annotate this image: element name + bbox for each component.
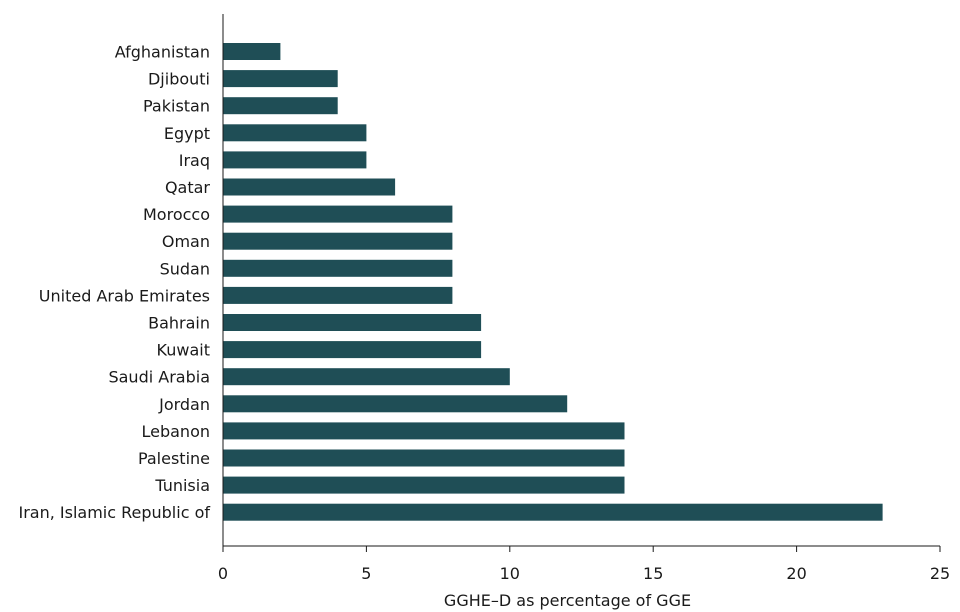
x-tick-label: 25 — [930, 564, 950, 583]
category-label: Sudan — [160, 259, 210, 278]
bar-sudan — [223, 259, 453, 277]
bar-bahrain — [223, 314, 482, 331]
bar-iran-islamic-republic-of — [223, 503, 883, 521]
bar-jordan — [223, 395, 568, 413]
x-axis-ticks: 0 5 10 15 20 25 — [218, 546, 950, 583]
bar-morocco — [223, 205, 453, 223]
category-label: Tunisia — [154, 476, 210, 495]
category-label: Egypt — [164, 124, 210, 143]
bar-lebanon — [223, 422, 625, 440]
bar-united-arab-emirates — [223, 286, 453, 304]
x-tick-label: 5 — [361, 564, 371, 583]
bar-iraq — [223, 151, 367, 169]
x-tick-label: 0 — [218, 564, 228, 583]
category-label: Afghanistan — [115, 43, 210, 62]
x-tick-label: 10 — [500, 564, 520, 583]
category-labels: Afghanistan Djibouti Pakistan Egypt Iraq Qata… — [18, 43, 210, 523]
bar-kuwait — [223, 341, 482, 359]
x-axis-title: GGHE–D as percentage of GGE — [444, 591, 691, 610]
category-label: Palestine — [138, 449, 210, 468]
category-label: Iraq — [179, 151, 210, 170]
x-tick-label: 15 — [643, 564, 663, 583]
bar-tunisia — [223, 476, 625, 494]
bar-egypt — [223, 124, 367, 142]
category-label: Pakistan — [143, 97, 210, 116]
category-label: Kuwait — [157, 341, 210, 360]
bar-afghanistan — [223, 43, 281, 60]
category-label: Morocco — [143, 205, 210, 224]
category-label: Lebanon — [141, 422, 210, 441]
category-label: Iran, Islamic Republic of — [18, 503, 210, 522]
bar-pakistan — [223, 97, 338, 115]
category-label: Saudi Arabia — [108, 368, 210, 387]
category-label: Jordan — [158, 395, 210, 414]
category-label: Bahrain — [148, 314, 210, 333]
bar-djibouti — [223, 70, 338, 88]
category-label: Oman — [162, 232, 210, 251]
category-label: United Arab Emirates — [39, 286, 210, 305]
category-label: Djibouti — [148, 70, 210, 89]
bar-saudi-arabia — [223, 368, 510, 386]
category-label: Qatar — [165, 178, 210, 197]
bars-group — [223, 43, 883, 521]
bar-palestine — [223, 449, 625, 467]
x-tick-label: 20 — [786, 564, 806, 583]
bar-oman — [223, 232, 453, 250]
bar-qatar — [223, 178, 396, 196]
